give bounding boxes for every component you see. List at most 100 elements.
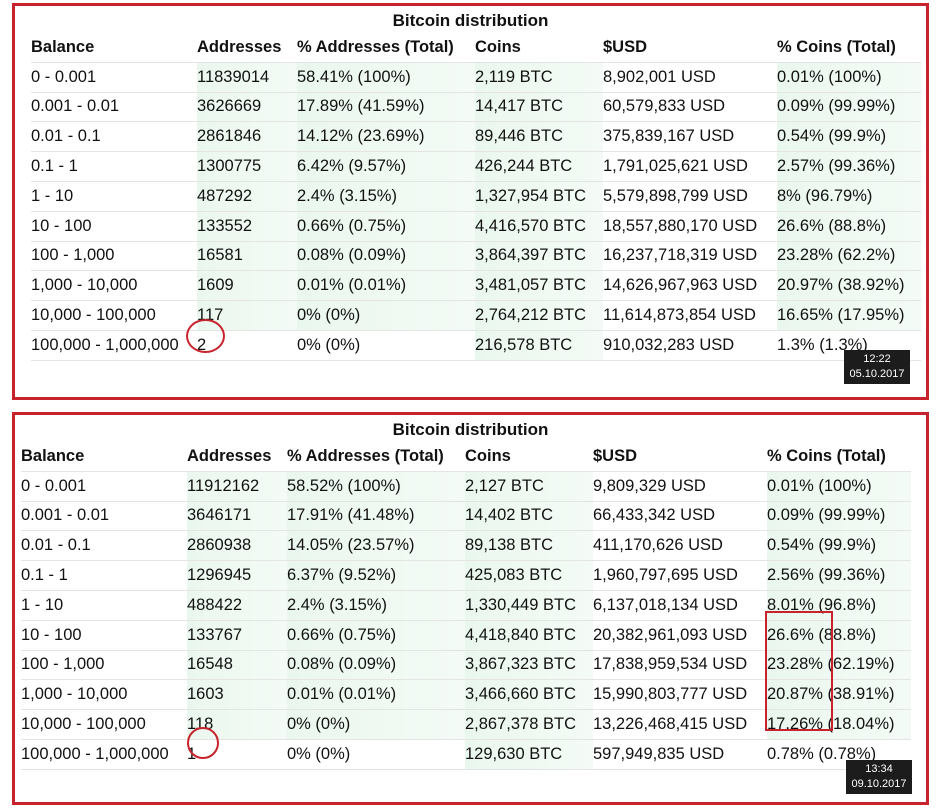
panel-title: Bitcoin distribution <box>392 11 549 30</box>
cell-pct-coins: 17.26% (18.04%) <box>767 709 911 740</box>
cell-pct-addresses: 0% (0%) <box>287 739 465 770</box>
cell-balance: 100 - 1,000 <box>31 241 197 272</box>
cell-pct-coins: 0.01% (100%) <box>767 471 911 502</box>
table-row: 0 - 0.001 11839014 58.41% (100%) 2,119 BTC 8… <box>31 62 921 93</box>
highlight-circle <box>186 319 225 353</box>
col-header-pct-addresses: % Addresses (Total) <box>287 442 465 472</box>
cell-pct-addresses: 17.89% (41.59%) <box>297 92 475 123</box>
cell-pct-addresses: 58.52% (100%) <box>287 471 465 502</box>
table-row: 100 - 1,000 16548 0.08% (0.09%) 3,867,323 B… <box>21 650 911 681</box>
distribution-table: Balance Addresses % Addresses (Total) Co… <box>21 442 911 770</box>
cell-addresses: 2860938 <box>187 530 287 562</box>
cell-pct-coins: 8.01% (96.8%) <box>767 590 911 621</box>
cell-balance: 0 - 0.001 <box>31 62 197 93</box>
table-header-row: Balance Addresses % Addresses (Total) Co… <box>31 33 921 63</box>
table-header-row: Balance Addresses % Addresses (Total) Co… <box>21 442 911 472</box>
cell-balance: 0.001 - 0.01 <box>21 501 187 532</box>
cell-coins: 3,466,660 BTC <box>465 679 593 711</box>
cell-coins: 3,864,397 BTC <box>475 241 603 272</box>
cell-pct-addresses: 2.4% (3.15%) <box>287 590 465 621</box>
cell-coins: 14,402 BTC <box>465 501 593 532</box>
cell-pct-addresses: 0.08% (0.09%) <box>287 650 465 681</box>
cell-pct-addresses: 6.37% (9.52%) <box>287 560 465 591</box>
cell-pct-addresses: 0% (0%) <box>297 330 475 361</box>
cell-addresses: 133552 <box>197 211 297 242</box>
timestamp-badge: 12:22 05.10.2017 <box>844 350 910 384</box>
cell-pct-addresses: 6.42% (9.57%) <box>297 151 475 182</box>
cell-pct-addresses: 0.08% (0.09%) <box>297 241 475 272</box>
timestamp-badge: 13:34 09.10.2017 <box>846 760 912 794</box>
panel-title: Bitcoin distribution <box>392 420 549 439</box>
cell-addresses: 11912162 <box>187 471 287 502</box>
cell-addresses: 11839014 <box>197 62 297 93</box>
cell-pct-coins: 23.28% (62.2%) <box>777 241 921 272</box>
cell-pct-coins: 26.6% (88.8%) <box>767 620 911 651</box>
distribution-table: Balance Addresses % Addresses (Total) Co… <box>31 33 921 361</box>
col-header-coins: Coins <box>465 442 593 472</box>
cell-addresses: 16581 <box>197 241 297 272</box>
cell-coins: 3,481,057 BTC <box>475 270 603 302</box>
col-header-pct-coins: % Coins (Total) <box>767 442 911 472</box>
col-header-addresses: Addresses <box>197 33 297 63</box>
cell-addresses: 1609 <box>197 270 297 302</box>
cell-coins: 2,867,378 BTC <box>465 709 593 740</box>
cell-usd: 6,137,018,134 USD <box>593 590 767 621</box>
cell-balance: 0.01 - 0.1 <box>31 121 197 153</box>
table-row: 10 - 100 133552 0.66% (0.75%) 4,416,570 BTC… <box>31 211 921 242</box>
table-row: 1 - 10 488422 2.4% (3.15%) 1,330,449 BTC 6,1… <box>21 590 911 621</box>
cell-coins: 14,417 BTC <box>475 92 603 123</box>
cell-coins: 2,119 BTC <box>475 62 603 93</box>
cell-pct-coins: 23.28% (62.19%) <box>767 650 911 681</box>
cell-usd: 66,433,342 USD <box>593 501 767 532</box>
cell-balance: 0.1 - 1 <box>31 151 197 182</box>
cell-pct-addresses: 58.41% (100%) <box>297 62 475 93</box>
cell-coins: 89,138 BTC <box>465 530 593 562</box>
cell-coins: 426,244 BTC <box>475 151 603 182</box>
cell-balance: 1,000 - 10,000 <box>31 270 197 302</box>
cell-pct-coins: 0.54% (99.9%) <box>767 530 911 562</box>
cell-pct-coins: 8% (96.79%) <box>777 181 921 212</box>
distribution-panel-2017-10-05: Bitcoin distribution Balance Addresses %… <box>12 3 929 400</box>
cell-addresses: 1603 <box>187 679 287 711</box>
col-header-usd: $USD <box>593 442 767 472</box>
cell-usd: 13,226,468,415 USD <box>593 709 767 740</box>
cell-addresses: 487292 <box>197 181 297 212</box>
cell-balance: 0.001 - 0.01 <box>31 92 197 123</box>
cell-addresses: 3646171 <box>187 501 287 532</box>
cell-usd: 14,626,967,963 USD <box>603 270 777 302</box>
cell-pct-addresses: 0% (0%) <box>297 300 475 331</box>
table-row: 0.001 - 0.01 3646171 17.91% (41.48%) 14,402… <box>21 501 911 532</box>
cell-pct-coins: 2.56% (99.36%) <box>767 560 911 591</box>
cell-addresses: 1300775 <box>197 151 297 182</box>
cell-coins: 216,578 BTC <box>475 330 603 361</box>
cell-pct-coins: 26.6% (88.8%) <box>777 211 921 242</box>
cell-usd: 17,838,959,534 USD <box>593 650 767 681</box>
cell-balance: 100,000 - 1,000,000 <box>21 739 187 770</box>
cell-coins: 4,418,840 BTC <box>465 620 593 651</box>
cell-balance: 0.01 - 0.1 <box>21 530 187 562</box>
cell-pct-coins: 16.65% (17.95%) <box>777 300 921 331</box>
cell-balance: 0 - 0.001 <box>21 471 187 502</box>
table-row: 100,000 - 1,000,000 2 0% (0%) 216,578 BTC 91… <box>31 330 921 361</box>
cell-usd: 5,579,898,799 USD <box>603 181 777 212</box>
cell-usd: 597,949,835 USD <box>593 739 767 770</box>
cell-usd: 1,791,025,621 USD <box>603 151 777 182</box>
cell-pct-addresses: 0% (0%) <box>287 709 465 740</box>
col-header-coins: Coins <box>475 33 603 63</box>
cell-pct-addresses: 0.66% (0.75%) <box>297 211 475 242</box>
cell-pct-addresses: 17.91% (41.48%) <box>287 501 465 532</box>
table-row: 1 - 10 487292 2.4% (3.15%) 1,327,954 BTC 5,5… <box>31 181 921 212</box>
cell-pct-coins: 0.54% (99.9%) <box>777 121 921 153</box>
table-row: 100 - 1,000 16581 0.08% (0.09%) 3,864,397 B… <box>31 241 921 272</box>
cell-coins: 425,083 BTC <box>465 560 593 591</box>
table-row: 10 - 100 133767 0.66% (0.75%) 4,418,840 BTC… <box>21 620 911 651</box>
cell-pct-addresses: 0.66% (0.75%) <box>287 620 465 651</box>
cell-pct-coins: 20.87% (38.91%) <box>767 679 911 711</box>
cell-balance: 1,000 - 10,000 <box>21 679 187 711</box>
col-header-pct-coins: % Coins (Total) <box>777 33 921 63</box>
cell-balance: 1 - 10 <box>21 590 187 621</box>
cell-addresses: 16548 <box>187 650 287 681</box>
cell-pct-coins: 0.01% (100%) <box>777 62 921 93</box>
cell-pct-addresses: 14.12% (23.69%) <box>297 121 475 153</box>
cell-addresses: 488422 <box>187 590 287 621</box>
